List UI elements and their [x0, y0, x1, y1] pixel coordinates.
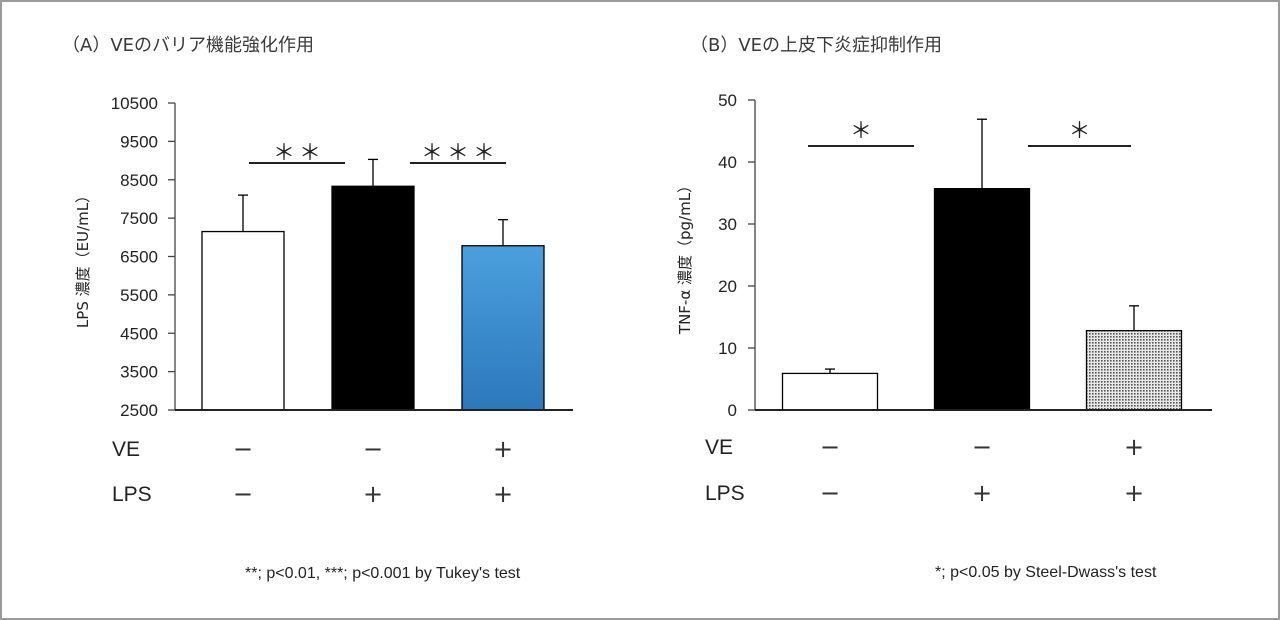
- y-tick-label: 20: [718, 277, 737, 296]
- panel-b-chart: 50 40 30 20 10 0 ＊ ＊ VE − − + LPS − + +: [705, 91, 1212, 507]
- panel-b-title: （B）VEの上皮下炎症抑制作用: [690, 35, 942, 56]
- condition-sign: −: [233, 480, 253, 508]
- condition-sign: −: [820, 433, 840, 461]
- bar: [461, 245, 545, 411]
- panel-a-footnote: **; p<0.01, ***; p<0.001 by Tukey's test: [245, 565, 521, 582]
- y-tick-label: 0: [728, 401, 737, 420]
- significance-label: ＊＊: [273, 141, 325, 166]
- row-label-ve: VE: [112, 438, 140, 461]
- condition-sign: +: [1124, 479, 1144, 507]
- significance-label: ＊: [1068, 119, 1094, 144]
- y-tick-label: 10: [718, 339, 737, 358]
- panel-b-y-axis-label: TNF-α 濃度（pg/mL）: [676, 178, 694, 335]
- y-tick-label: 10500: [111, 94, 158, 113]
- condition-sign: +: [972, 479, 992, 507]
- condition-sign: −: [972, 433, 992, 461]
- condition-sign: −: [363, 435, 383, 463]
- y-tick-label: 7500: [120, 209, 158, 228]
- bar: [781, 372, 879, 411]
- y-tick-label: 2500: [120, 401, 158, 420]
- condition-sign: +: [363, 480, 383, 508]
- y-tick-label: 30: [718, 215, 737, 234]
- y-tick-label: 5500: [120, 286, 158, 305]
- condition-sign: +: [493, 480, 513, 508]
- y-tick-label: 8500: [120, 171, 158, 190]
- significance-label: ＊＊＊: [421, 141, 499, 166]
- condition-sign: +: [493, 435, 513, 463]
- bar: [331, 185, 415, 411]
- row-label-lps: LPS: [705, 482, 745, 505]
- y-tick-label: 6500: [120, 248, 158, 267]
- condition-sign: +: [1124, 433, 1144, 461]
- condition-sign: −: [820, 479, 840, 507]
- bar: [1085, 329, 1183, 411]
- row-label-ve: VE: [705, 436, 733, 459]
- panel-a-chart: 1050095008500750065005500450035002500＊＊＊…: [111, 94, 573, 508]
- panel-b-footnote: *; p<0.05 by Steel-Dwass's test: [935, 564, 1157, 581]
- bar: [933, 188, 1031, 411]
- panel-a-y-axis-label: LPS 濃度（EU/mL）: [74, 188, 92, 328]
- y-tick-label: 50: [718, 91, 737, 110]
- y-tick-label: 4500: [120, 324, 158, 343]
- bar: [201, 230, 285, 411]
- significance-label: ＊: [850, 119, 876, 144]
- panel-a-title: （A）VEのバリア機能強化作用: [62, 35, 314, 56]
- y-tick-label: 3500: [120, 363, 158, 382]
- y-tick-label: 9500: [120, 132, 158, 151]
- row-label-lps: LPS: [112, 483, 152, 506]
- y-tick-label: 40: [718, 153, 737, 172]
- condition-sign: −: [233, 435, 253, 463]
